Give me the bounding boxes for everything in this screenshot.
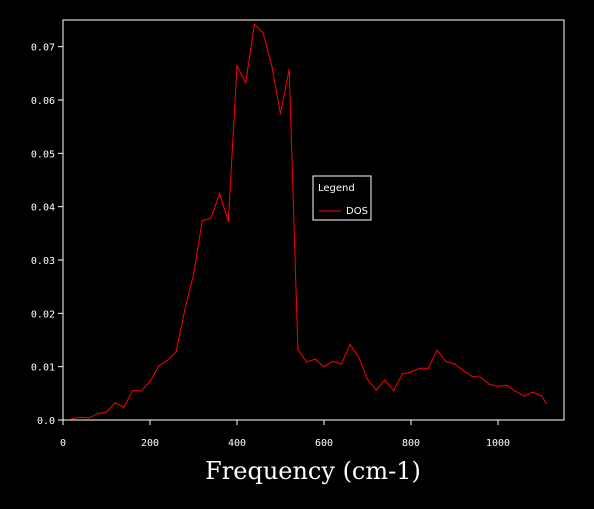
data-point-dos (279, 113, 282, 115)
data-point-dos (262, 32, 264, 34)
data-point-dos (523, 395, 525, 397)
data-point-dos (201, 219, 203, 222)
data-point-dos (323, 366, 325, 368)
data-point-dos (419, 367, 421, 369)
y-tick-label: 0.04 (31, 203, 55, 214)
y-tick-label: 0.06 (31, 96, 55, 107)
x-tick-label: 0 (60, 438, 66, 449)
data-point-dos (488, 383, 490, 385)
data-point-dos (71, 418, 73, 420)
data-point-dos (401, 373, 403, 375)
data-point-dos (79, 416, 81, 418)
data-point-dos (105, 411, 108, 413)
x-axis-title: Frequency (cm-1) (205, 457, 421, 485)
data-point-dos (306, 361, 308, 363)
series-points-dos (71, 23, 547, 420)
data-point-dos (427, 367, 429, 369)
x-tick-label: 1000 (486, 438, 510, 449)
data-point-dos (271, 65, 273, 67)
x-tick-label: 800 (402, 438, 420, 449)
series-line-dos (71, 23, 547, 420)
legend-box (312, 175, 372, 221)
legend-title: Legend (318, 183, 355, 194)
plot-frame (62, 19, 565, 421)
data-point-dos (410, 371, 412, 373)
data-point-dos (175, 351, 177, 353)
x-tick-label: 200 (141, 438, 159, 449)
data-point-dos (366, 378, 369, 381)
y-tick-label: 0.03 (31, 256, 55, 267)
data-point-dos (393, 390, 395, 392)
data-point-dos (358, 357, 360, 359)
data-point-dos (227, 221, 229, 223)
data-point-dos (480, 376, 482, 378)
y-tick-label: 0.01 (31, 363, 55, 374)
data-point-dos (297, 349, 299, 351)
data-point-dos (384, 379, 386, 381)
data-point-dos (445, 360, 447, 362)
data-point-dos (349, 343, 351, 345)
data-point-dos (210, 217, 212, 219)
data-point-dos (314, 358, 316, 360)
data-point-dos (149, 381, 151, 383)
data-point-dos (123, 406, 125, 408)
data-point-dos (288, 68, 290, 70)
data-point-dos (540, 394, 543, 397)
y-tick-label: 0.05 (31, 149, 55, 160)
data-point-dos (436, 349, 438, 351)
y-tick-label: 0.02 (31, 309, 55, 320)
data-point-dos (219, 192, 221, 194)
data-point-dos (471, 375, 473, 377)
legend-label-dos: DOS (346, 206, 368, 217)
data-point-dos (532, 391, 534, 393)
data-point-dos (166, 359, 168, 361)
data-point-dos (375, 389, 377, 391)
data-point-dos (114, 402, 116, 404)
x-axis-ticks: 0 200 400 600 800 1000 (60, 420, 510, 449)
data-point-dos (140, 390, 142, 392)
data-point-dos (506, 384, 508, 386)
data-point-dos (192, 274, 195, 276)
y-tick-label: 0.0 (37, 416, 55, 427)
data-point-dos (132, 390, 134, 392)
data-point-dos (158, 365, 160, 367)
data-point-dos (184, 309, 186, 311)
data-point-dos (253, 23, 255, 25)
y-tick-label: 0.07 (31, 43, 55, 54)
data-point-dos (245, 82, 247, 84)
data-point-dos (236, 65, 238, 67)
data-point-dos (514, 390, 517, 392)
legend: Legend DOS (312, 175, 372, 221)
data-point-dos (453, 363, 456, 365)
data-point-dos (332, 360, 334, 362)
data-point-dos (340, 363, 342, 365)
data-point-dos (545, 402, 547, 404)
x-tick-label: 600 (315, 438, 333, 449)
data-point-dos (97, 413, 99, 415)
data-point-dos (497, 385, 499, 387)
data-point-dos (88, 417, 90, 419)
y-axis-ticks: 0.0 0.01 0.02 0.03 0.04 0.05 0.06 0.07 (31, 43, 63, 427)
data-point-dos (462, 369, 464, 371)
x-tick-label: 400 (228, 438, 246, 449)
